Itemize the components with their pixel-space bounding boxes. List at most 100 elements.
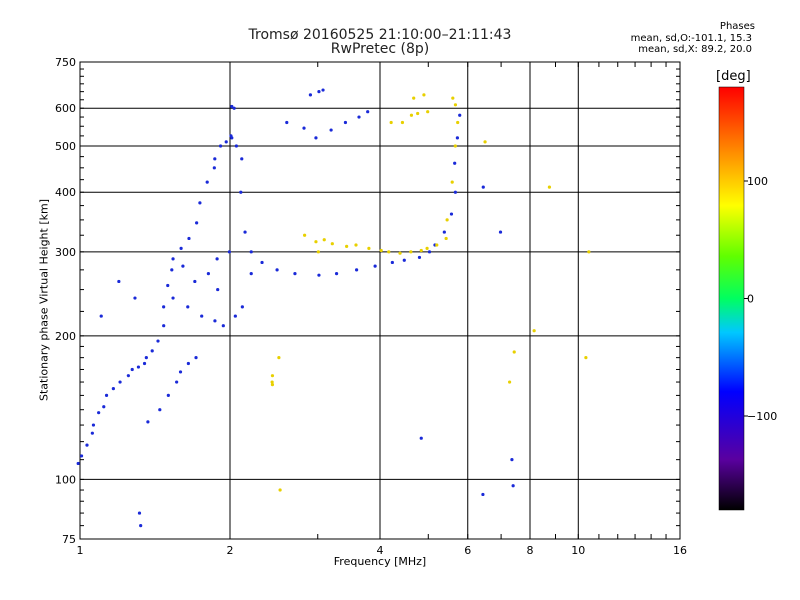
data-point	[200, 314, 204, 318]
data-point	[387, 250, 391, 254]
data-point	[275, 268, 279, 272]
data-point	[249, 250, 253, 254]
data-point	[302, 126, 306, 130]
data-point	[507, 380, 512, 384]
data-point	[398, 251, 402, 255]
data-point	[216, 287, 220, 292]
colorbar-tick-label: 100	[747, 175, 768, 188]
data-point	[198, 201, 202, 205]
data-point	[409, 113, 414, 117]
y-tick-label: 200	[55, 330, 76, 343]
data-point	[458, 113, 462, 117]
y-tick-labels: 75 100 200 300 400 500 600 750	[55, 56, 76, 546]
data-point	[453, 190, 457, 194]
x-tick-label: 10	[571, 544, 585, 557]
data-point	[419, 436, 423, 440]
data-point	[76, 461, 80, 466]
x-tick-label: 6	[464, 544, 471, 557]
data-point	[425, 246, 429, 250]
data-point	[90, 431, 94, 435]
data-point	[270, 383, 275, 387]
data-point	[166, 393, 170, 398]
colorbar-title: [deg]	[716, 69, 751, 84]
data-point	[511, 484, 515, 488]
colorbar	[718, 86, 745, 511]
x-tick-label: 1	[77, 544, 84, 557]
data-point	[166, 283, 170, 288]
data-point	[232, 106, 236, 110]
data-point	[239, 190, 243, 194]
chart-title: Tromsø 20160525 21:10:00–21:11:43	[248, 27, 512, 43]
data-point	[412, 96, 416, 100]
data-point	[547, 185, 552, 189]
data-point	[316, 250, 320, 254]
phases-x-stats: mean, sd,X: 89.2, 20.0	[638, 44, 752, 55]
data-point	[130, 367, 134, 372]
data-point	[224, 140, 228, 144]
data-point	[400, 120, 405, 125]
data-point	[357, 115, 361, 119]
data-point	[243, 230, 247, 234]
data-point	[111, 387, 115, 391]
data-point	[215, 257, 219, 261]
data-point	[322, 238, 326, 242]
data-point	[481, 492, 485, 497]
data-point	[334, 272, 339, 276]
data-point	[390, 260, 394, 265]
y-tick-label: 750	[55, 56, 76, 69]
data-point	[175, 380, 179, 384]
data-point	[195, 221, 199, 225]
data-point	[79, 454, 84, 458]
data-point	[512, 350, 516, 354]
y-axis-label: Stationary phase Virtual Height [km]	[37, 198, 51, 402]
data-point	[402, 258, 406, 262]
data-point	[354, 268, 359, 272]
y-tick-label: 600	[55, 102, 76, 115]
data-point	[270, 374, 275, 378]
data-point	[343, 120, 348, 125]
data-point	[126, 374, 130, 378]
data-point	[445, 218, 449, 222]
data-point	[587, 250, 591, 254]
data-point	[162, 324, 166, 328]
data-point	[453, 144, 457, 148]
phases-o-stats: mean, sd,O:-101.1, 15.3	[630, 33, 752, 44]
data-point	[133, 296, 137, 300]
data-point	[227, 250, 231, 254]
data-point	[456, 120, 460, 125]
x-tick-label: 8	[527, 544, 534, 557]
y-tick-label: 75	[62, 533, 76, 546]
data-point	[233, 314, 237, 318]
y-tick-label: 500	[55, 140, 76, 153]
data-point	[354, 243, 358, 247]
data-point	[270, 380, 274, 384]
data-point	[293, 272, 297, 276]
x-tick-label: 16	[673, 544, 687, 557]
data-point	[213, 157, 217, 161]
data-point	[285, 120, 289, 125]
data-point	[136, 365, 141, 369]
data-point	[146, 420, 150, 424]
data-point	[379, 248, 383, 253]
x-tick-labels: 1 2 4 6 8 10 16	[77, 544, 688, 557]
data-point	[373, 264, 377, 268]
data-point	[317, 273, 321, 277]
data-point	[205, 180, 209, 184]
data-point	[240, 157, 244, 161]
data-point	[137, 511, 142, 515]
data-point	[367, 246, 371, 250]
data-point	[366, 110, 370, 114]
data-point	[260, 260, 264, 265]
phases-title: Phases	[719, 21, 755, 32]
data-point	[442, 230, 446, 234]
data-point	[584, 356, 588, 360]
data-point	[156, 339, 160, 343]
data-point	[481, 185, 485, 189]
data-point	[426, 110, 430, 114]
data-point	[171, 257, 175, 261]
data-point	[85, 443, 89, 447]
data-point	[308, 93, 313, 97]
x-tick-label: 2	[227, 544, 234, 557]
data-point	[99, 314, 103, 318]
data-point	[416, 111, 420, 116]
